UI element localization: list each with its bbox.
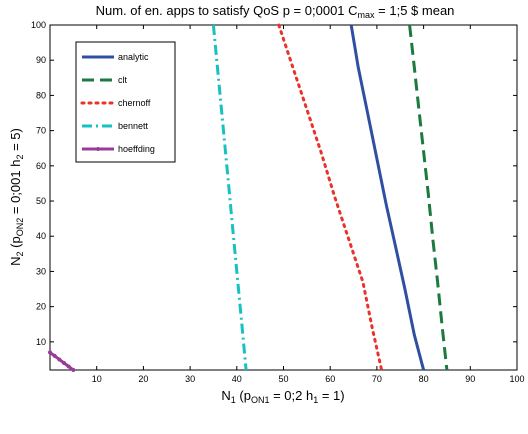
legend: analytic clt chernoff bennett hoeffding — [75, 41, 176, 163]
series-point-hoeffding — [66, 364, 71, 369]
legend-label-chernoff: chernoff — [118, 98, 151, 108]
x-tick-label: 80 — [419, 374, 429, 384]
y-tick-label: 30 — [36, 266, 46, 276]
x-tick-label: 70 — [372, 374, 382, 384]
y-tick-label: 50 — [36, 196, 46, 206]
legend-box — [75, 41, 176, 163]
series-point-hoeffding — [52, 353, 57, 358]
series-point-hoeffding — [48, 350, 52, 355]
x-axis-label: N1 (pON1 = 0;2 h1 = 1) — [221, 388, 344, 405]
x-tick-label: 90 — [465, 374, 475, 384]
x-tick-label: 30 — [185, 374, 195, 384]
x-tick-label: 100 — [509, 374, 524, 384]
series-line-bennett — [211, 24, 248, 371]
y-axis-ticks: 10 20 30 40 50 60 70 80 90 100 — [31, 20, 517, 347]
x-tick-label: 40 — [232, 374, 242, 384]
x-tick-label: 10 — [92, 374, 102, 384]
y-tick-label: 60 — [36, 161, 46, 171]
series-layer — [48, 23, 449, 372]
series-line-clt — [408, 24, 449, 371]
chart-title: Num. of en. apps to satisfy QoS p = 0;00… — [96, 3, 455, 20]
legend-label-analytic: analytic — [118, 52, 149, 62]
series-point-hoeffding — [62, 360, 67, 365]
y-tick-label: 10 — [36, 337, 46, 347]
legend-label-clt: clt — [118, 75, 127, 85]
legend-marker-hoeffding — [96, 147, 100, 151]
series-point-hoeffding — [57, 357, 62, 362]
series-point-hoeffding — [71, 368, 76, 372]
x-tick-label: 20 — [138, 374, 148, 384]
y-tick-label: 40 — [36, 231, 46, 241]
x-tick-label: 60 — [325, 374, 335, 384]
x-axis-ticks: 10 20 30 40 50 60 70 80 90 100 — [92, 25, 525, 384]
y-tick-label: 80 — [36, 90, 46, 100]
y-tick-label: 70 — [36, 126, 46, 136]
legend-label-hoeffding: hoeffding — [118, 144, 155, 154]
y-axis-label: N2 (pON2 = 0;001 h2 = 5) — [8, 128, 25, 266]
x-tick-label: 50 — [278, 374, 288, 384]
y-tick-label: 90 — [36, 55, 46, 65]
y-tick-label: 20 — [36, 302, 46, 312]
y-tick-label: 100 — [31, 20, 46, 30]
legend-label-bennett: bennett — [118, 121, 149, 131]
series-line-chernoff — [277, 23, 384, 372]
series-line-analytic — [349, 24, 426, 371]
